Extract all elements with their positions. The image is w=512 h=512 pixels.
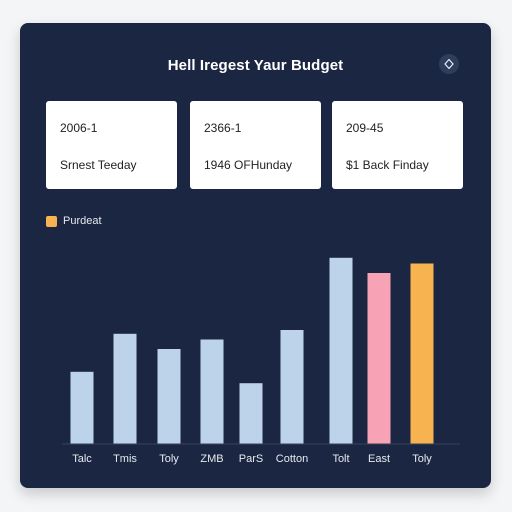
diamond-icon[interactable]	[439, 54, 459, 74]
card-date: 2366-1	[204, 121, 242, 135]
chart-legend: Purdeat	[46, 215, 102, 227]
budget-panel: Hell Iregest Yaur Budget 2006-1 Srnest T…	[20, 23, 491, 488]
x-tick-label: Tmis	[113, 453, 137, 465]
diamond-glyph	[444, 59, 454, 69]
bar-1[interactable]	[113, 333, 137, 444]
legend-label: Purdeat	[63, 215, 102, 227]
x-tick-label: East	[368, 453, 390, 465]
bar-6[interactable]	[329, 257, 353, 444]
x-tick-label: ParS	[239, 453, 263, 465]
bar-7[interactable]	[367, 273, 391, 444]
card-date: 2006-1	[60, 121, 98, 135]
card-date: 209-45	[346, 121, 384, 135]
summary-card-1[interactable]: 2006-1 Srnest Teeday	[46, 101, 177, 189]
x-tick-label: Toly	[412, 453, 432, 465]
page-title: Hell Iregest Yaur Budget	[167, 57, 344, 74]
x-tick-label: Tolt	[332, 453, 349, 465]
bar-3[interactable]	[200, 339, 224, 445]
card-label: Srnest Teeday	[60, 158, 137, 172]
summary-card-2[interactable]: 2366-1 1946 OFHunday	[190, 101, 321, 189]
card-label: $1 Back Finday	[346, 158, 429, 172]
x-tick-label: Talc	[72, 453, 92, 465]
bar-8[interactable]	[410, 263, 434, 445]
x-tick-label: ZMB	[200, 453, 223, 465]
legend-swatch	[46, 215, 57, 227]
bar-2[interactable]	[157, 349, 181, 444]
bar-5[interactable]	[280, 330, 304, 444]
x-tick-label: Toly	[159, 453, 179, 465]
bar-4[interactable]	[239, 383, 263, 444]
card-label: 1946 OFHunday	[204, 158, 293, 172]
summary-card-3[interactable]: 209-45 $1 Back Finday	[332, 101, 463, 189]
bar-chart: Talc Tmis Toly ZMB ParS Cotton Tolt East Toly	[62, 257, 460, 465]
bar-0[interactable]	[70, 371, 94, 444]
x-tick-label: Cotton	[276, 453, 308, 465]
